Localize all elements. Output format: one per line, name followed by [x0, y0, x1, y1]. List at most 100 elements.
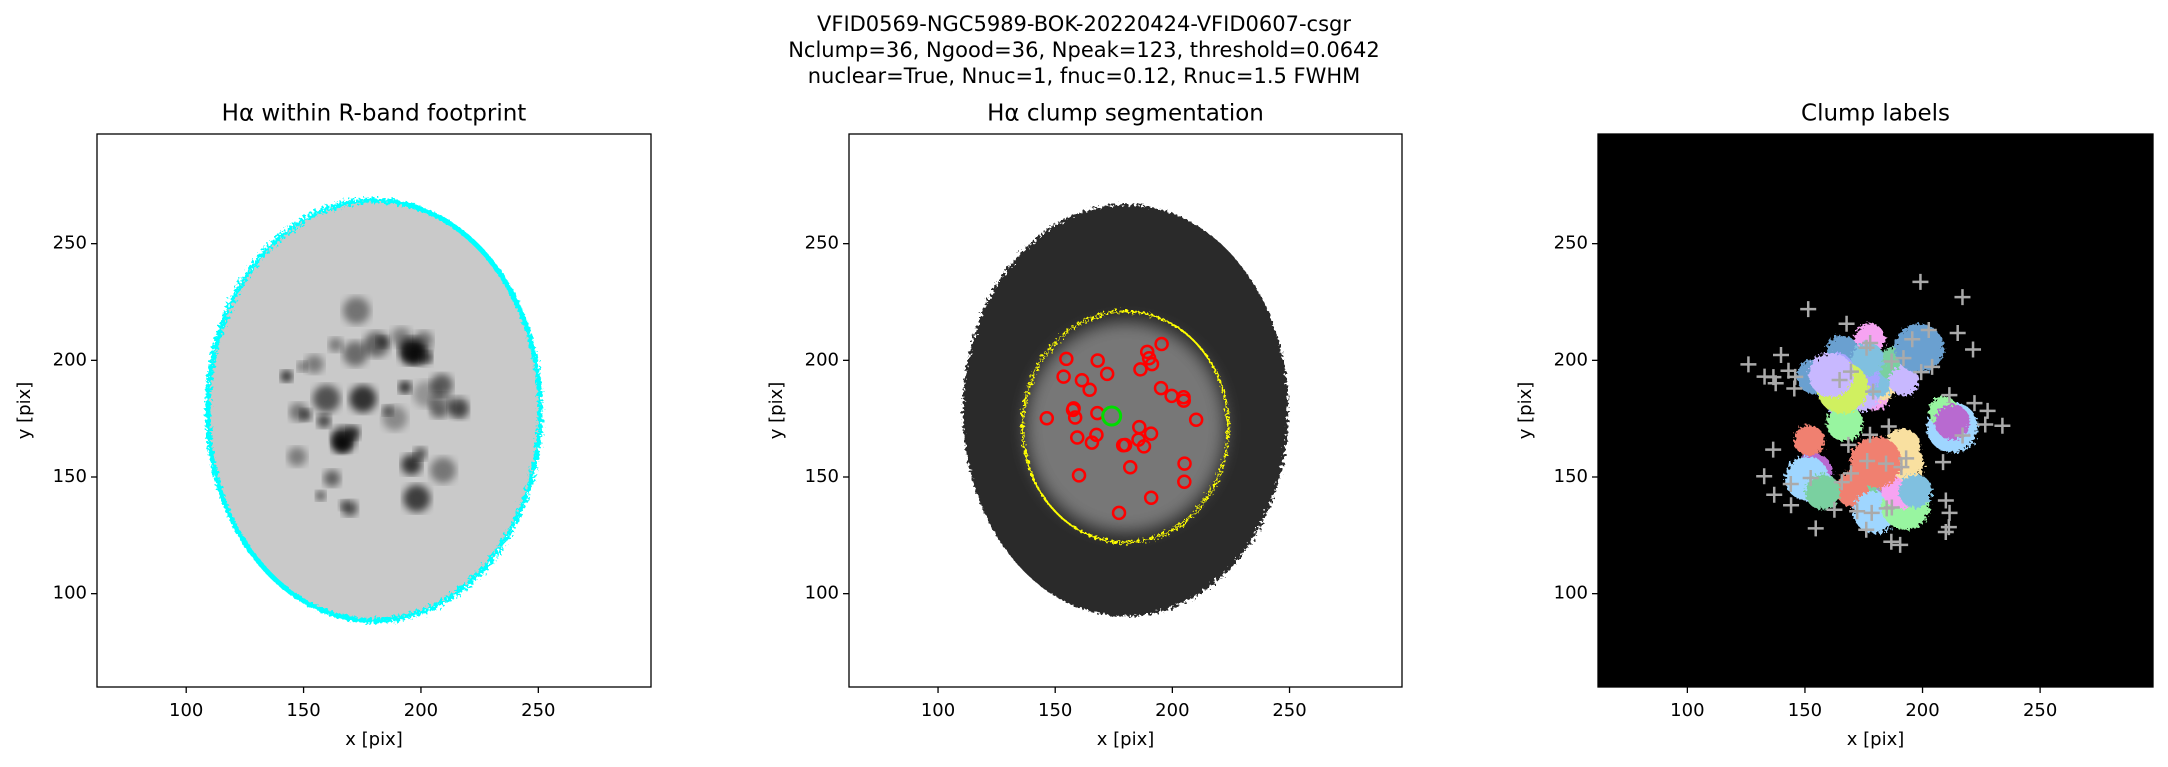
emission-blob	[341, 500, 358, 517]
clump-marker	[1089, 427, 1104, 443]
peak-marker	[1756, 468, 1773, 485]
x-tick-label: 250	[521, 700, 555, 721]
y-tick-label: 100	[1554, 583, 1588, 604]
peak-marker	[1904, 331, 1921, 348]
clump-marker	[1133, 362, 1148, 377]
image	[1598, 134, 2153, 687]
peak-marker	[1937, 492, 1954, 509]
peak-marker	[1977, 416, 1994, 433]
clump-marker	[1074, 373, 1090, 388]
panel-title: Hα clump segmentation	[987, 101, 1264, 127]
peak-marker	[1966, 395, 1983, 412]
peak-marker	[1935, 454, 1952, 471]
peak-marker	[1833, 474, 1850, 491]
emission-blob	[323, 470, 341, 487]
clump-region	[1826, 404, 1864, 442]
panel: Clump labels x [pix] y [pix] 100 150 200 250 10…	[1515, 101, 2154, 750]
x-tick-label: 200	[1905, 700, 1939, 721]
peak-marker	[1883, 499, 1900, 516]
emission-blob	[331, 426, 357, 452]
peak-marker	[1892, 536, 1909, 553]
emission-blob	[430, 373, 453, 397]
emission-blob	[287, 447, 307, 467]
peak-marker	[1826, 501, 1843, 518]
y-axis-label: y [pix]	[766, 382, 787, 440]
peak-marker	[1949, 325, 1966, 342]
peak-marker	[1766, 486, 1783, 503]
peak-marker	[1849, 503, 1866, 520]
clump-region	[1793, 425, 1825, 456]
suptitle: VFID0569-NGC5989-BOK-20220424-VFID0607-c…	[817, 12, 1351, 36]
emission-blob	[382, 405, 393, 416]
peak-marker	[1831, 372, 1848, 389]
emission-blob	[401, 454, 422, 475]
glow	[1025, 322, 1226, 533]
x-tick-label: 250	[1272, 700, 1306, 721]
nucleus-marker	[1101, 405, 1123, 427]
clump-marker	[1122, 459, 1138, 475]
clump-region	[1850, 436, 1902, 488]
peak-marker	[1863, 504, 1880, 521]
emission-blob	[299, 408, 312, 422]
clump-marker	[1141, 351, 1157, 366]
peak-marker	[1941, 504, 1958, 521]
peak-marker	[1773, 346, 1789, 363]
clump-marker	[1188, 412, 1204, 427]
emission-blob	[398, 380, 412, 394]
x-tick-label: 200	[1155, 700, 1189, 721]
clump-marker	[1056, 369, 1071, 384]
y-tick-label: 250	[1554, 233, 1588, 254]
clump-region	[1808, 352, 1854, 398]
x-axis-label: x [pix]	[1847, 729, 1905, 750]
emission-blob	[403, 484, 431, 512]
suptitle: nuclear=True, Nnuc=1, fnuc=0.12, Rnuc=1.…	[808, 64, 1361, 88]
peak-marker	[1765, 441, 1782, 458]
clump-marker	[1143, 426, 1159, 441]
y-axis-label: y [pix]	[14, 382, 35, 440]
peak-marker	[1782, 476, 1799, 493]
emission-blob	[412, 346, 432, 366]
clump-marker	[1153, 380, 1169, 396]
peak-marker	[1941, 387, 1958, 404]
peak-marker	[1802, 470, 1819, 487]
y-tick-label: 200	[805, 349, 839, 370]
panel-title: Clump labels	[1801, 101, 1950, 127]
clump-marker	[1177, 474, 1192, 489]
peak-marker	[1994, 417, 2011, 434]
y-tick-label: 200	[1554, 349, 1588, 370]
emission-blob	[430, 457, 456, 484]
y-tick-label: 100	[53, 583, 87, 604]
x-tick-label: 100	[169, 700, 203, 721]
clump-marker	[1099, 366, 1115, 382]
peak-marker	[1954, 427, 1971, 444]
emission-blob	[342, 297, 371, 325]
emission-blob	[280, 370, 293, 383]
panel-title: Hα within R-band footprint	[222, 101, 527, 127]
axes-frame	[96, 133, 652, 688]
emission-blob	[342, 341, 368, 367]
y-tick-label: 200	[53, 349, 87, 370]
emission-blob	[413, 447, 427, 461]
peak-marker	[1842, 363, 1859, 380]
emission-blob	[297, 361, 308, 372]
y-axis-label: y [pix]	[1515, 382, 1536, 440]
x-tick-label: 100	[921, 700, 955, 721]
emission-blob	[376, 335, 389, 348]
peak-marker	[1883, 353, 1900, 370]
clump-region	[1850, 342, 1885, 376]
x-tick-label: 150	[286, 700, 320, 721]
emission-blob	[349, 385, 377, 413]
peak-marker	[1787, 368, 1804, 385]
clump-region	[1934, 404, 1970, 440]
clump-marker	[1143, 490, 1159, 505]
clump-marker	[1111, 505, 1127, 521]
emission-blob	[317, 413, 331, 428]
emission-blob	[391, 327, 412, 348]
x-tick-label: 100	[1670, 700, 1704, 721]
x-tick-label: 200	[404, 700, 438, 721]
peak-marker	[1859, 453, 1876, 470]
peak-marker	[1740, 356, 1757, 373]
emission-blob	[429, 393, 453, 418]
y-tick-label: 250	[53, 233, 87, 254]
peak-marker	[1979, 402, 1996, 419]
